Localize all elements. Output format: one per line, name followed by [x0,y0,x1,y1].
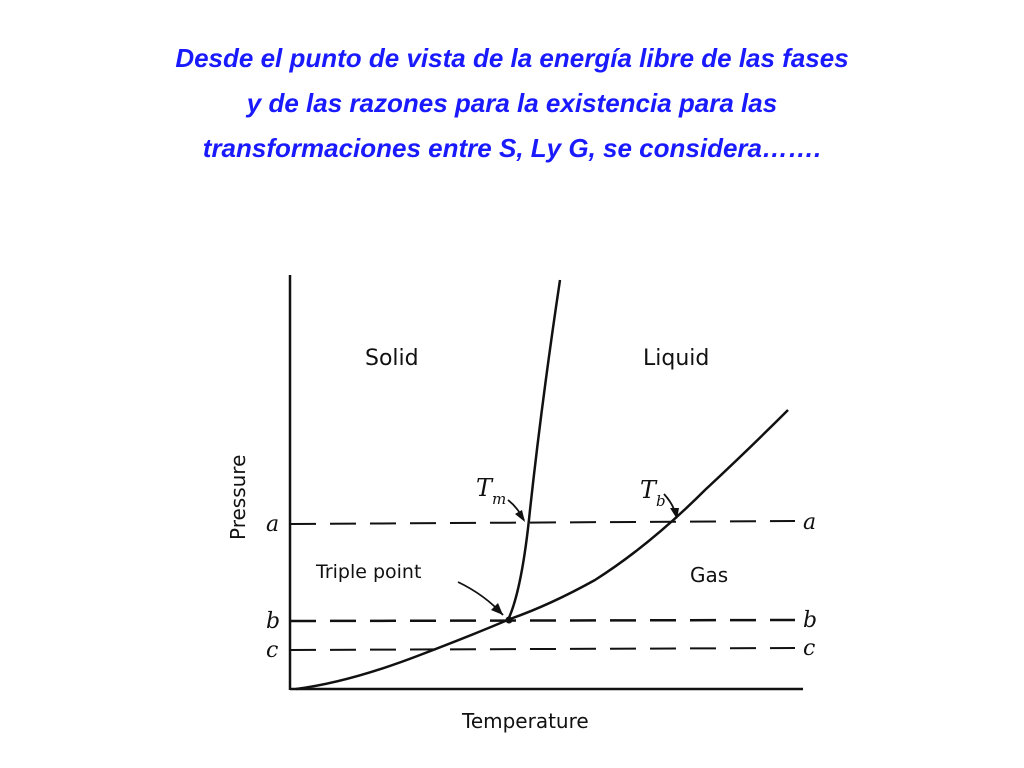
tm-arrowhead [515,510,525,522]
gas-region-label: Gas [690,563,728,587]
melting-temp-subscript: m [492,490,506,508]
level-b-line [289,618,796,623]
melting-temp-symbol: T [476,474,494,502]
level-c-line [289,647,796,651]
melting-curve [506,279,562,621]
slide-title: Desde el punto de vista de la energía li… [40,36,984,171]
boiling-temp-symbol: T [640,476,658,504]
tb-arrowhead [670,508,679,519]
title-line-1: Desde el punto de vista de la energía li… [175,43,849,73]
triple-point-marker [505,616,513,624]
melting-temp-label: Tm [476,474,506,508]
solid-region-label: Solid [365,346,419,371]
boiling-temp-label: Tb [640,476,666,510]
vapor-pressure-curve [295,409,789,691]
title-line-2: y de las razones para la existencia para… [246,88,778,118]
level-b-label-left: b [266,609,280,634]
triple-point-arrowhead [491,603,503,615]
pressure-axis-label: Pressure [226,455,250,540]
boiling-temp-subscript: b [656,492,666,510]
title-line-3: transformaciones entre S, Ly G, se consi… [202,133,822,163]
level-c-label-right: c [803,636,815,661]
level-a-line [289,520,796,525]
level-c-label-left: c [266,638,278,663]
temperature-axis-label: Temperature [461,709,589,733]
level-a-label-right: a [803,510,816,535]
level-b-label-right: b [803,608,817,633]
liquid-region-label: Liquid [643,346,709,371]
triple-point-label: Triple point [315,561,421,583]
level-a-label-left: a [266,512,279,537]
